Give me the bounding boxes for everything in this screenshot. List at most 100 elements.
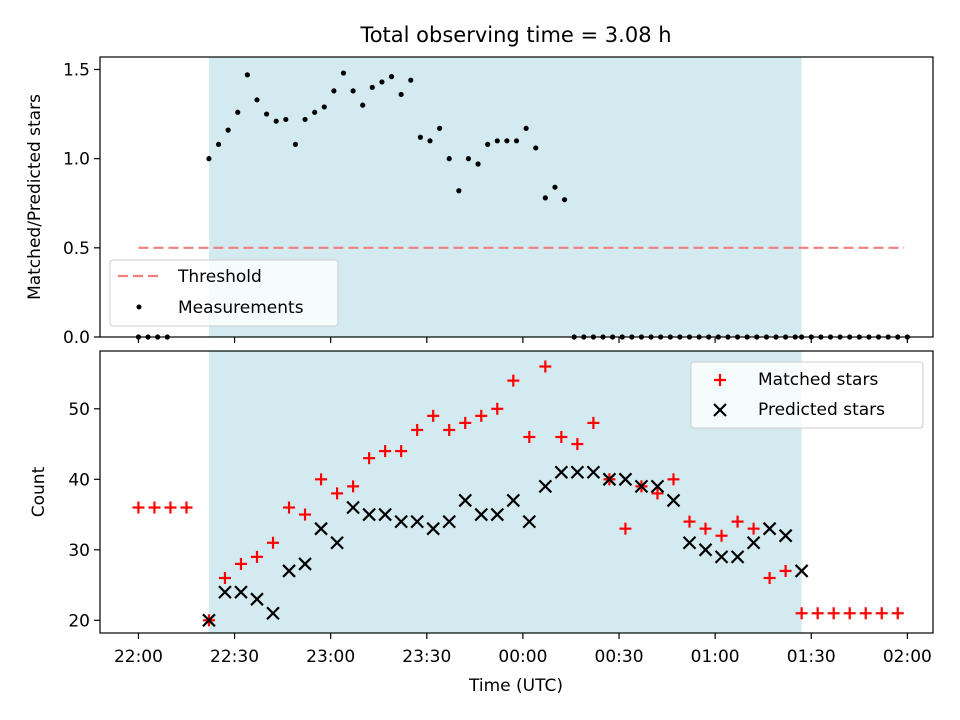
- predicted-star-point: [570, 465, 585, 480]
- matched-star-point: [218, 572, 231, 585]
- measurement-point: [494, 138, 500, 144]
- legend-measurements-label: Measurements: [178, 298, 304, 318]
- x-axis-label: Time (UTC): [468, 676, 563, 696]
- measurement-point: [225, 127, 231, 133]
- matched-star-point: [132, 501, 145, 514]
- matched-star-point: [651, 487, 664, 500]
- top-y-axis-label: Matched/Predicted stars: [25, 94, 45, 300]
- measurement-point: [485, 141, 491, 147]
- x-tick-label: 00:00: [498, 647, 547, 667]
- y-tick-label: 50: [68, 400, 90, 420]
- measurement-point: [302, 116, 308, 123]
- matched-star-point: [267, 536, 280, 549]
- matched-star-point: [747, 522, 760, 535]
- y-tick-label: 1.0: [63, 150, 90, 170]
- measurement-point: [292, 141, 299, 147]
- measurement-point: [206, 156, 212, 162]
- matched-star-point: [443, 423, 456, 436]
- measurement-point: [437, 125, 443, 131]
- measurement-point: [215, 141, 222, 147]
- legend-threshold-label: Threshold: [177, 267, 262, 287]
- matched-star-point: [555, 431, 568, 444]
- legend-measurements-swatch: [136, 304, 142, 310]
- predicted-star-point: [522, 514, 537, 529]
- legend-predicted-swatch: [713, 403, 727, 417]
- measurement-point: [273, 118, 279, 124]
- matched-star-point: [411, 423, 424, 436]
- matched-star-point: [164, 501, 177, 514]
- measurement-point: [398, 91, 404, 98]
- predicted-star-point: [442, 514, 456, 529]
- matched-star-point: [315, 473, 328, 486]
- predicted-star-point: [730, 550, 745, 564]
- x-tick-label: 23:30: [402, 647, 451, 667]
- predicted-star-point: [746, 535, 761, 550]
- predicted-star-point: [586, 465, 601, 480]
- matched-star-point: [811, 607, 824, 620]
- predicted-star-point: [634, 479, 649, 494]
- y-tick-label: 30: [68, 541, 90, 561]
- predicted-star-point: [250, 592, 264, 606]
- bottom-legend-box: [690, 361, 924, 429]
- matched-star-point: [699, 522, 712, 535]
- x-tick-label: 01:00: [691, 647, 740, 667]
- predicted-star-point: [506, 493, 521, 508]
- matched-star-point: [331, 487, 344, 500]
- x-tick-label: 01:30: [787, 647, 836, 667]
- predicted-star-point: [490, 507, 505, 522]
- predicted-star-point: [410, 514, 424, 529]
- predicted-star-point: [714, 550, 729, 564]
- measurement-point: [408, 77, 414, 83]
- measurement-point: [465, 156, 472, 162]
- measurement-point: [552, 184, 558, 190]
- x-tick-label: 23:00: [306, 647, 355, 667]
- measurement-point: [456, 188, 462, 194]
- matched-star-point: [180, 501, 193, 514]
- predicted-star-point: [362, 507, 376, 522]
- matched-star-point: [395, 445, 408, 458]
- measurement-point: [340, 70, 347, 76]
- matched-star-point: [587, 416, 600, 429]
- x-tick-label: 22:00: [114, 647, 163, 667]
- measurement-point: [513, 138, 520, 144]
- measurement-point: [561, 197, 568, 203]
- matched-star-point: [148, 501, 161, 514]
- measurement-point: [264, 111, 270, 117]
- measurement-point: [504, 138, 510, 144]
- measurement-point: [379, 79, 385, 85]
- matched-star-point: [283, 501, 296, 514]
- legend-matched-label: Matched stars: [758, 370, 878, 390]
- bottom-panel: 20 30 40 50 22:00 22:30 23:00 23:30 00:00 00:30 0…: [29, 350, 934, 696]
- measurement-point: [388, 74, 395, 80]
- measurement-point: [312, 109, 318, 115]
- predicted-star-point: [666, 493, 681, 508]
- predicted-star-point: [378, 507, 392, 522]
- matched-star-point: [523, 431, 536, 444]
- y-tick-label: 0.0: [63, 328, 90, 348]
- predicted-star-point: [458, 493, 473, 508]
- predicted-star-point: [554, 465, 569, 480]
- matched-star-point: [475, 409, 488, 422]
- predicted-star-point: [474, 507, 489, 522]
- predicted-star-point: [794, 564, 809, 578]
- matched-star-point: [459, 416, 472, 429]
- matched-star-point: [763, 572, 776, 585]
- predicted-star-point: [650, 479, 665, 494]
- measurement-point: [244, 72, 250, 78]
- predicted-star-point: [330, 535, 344, 550]
- matched-star-point: [507, 374, 520, 387]
- measurement-point: [533, 145, 539, 151]
- matched-star-point: [843, 607, 856, 620]
- predicted-star-point: [202, 613, 216, 628]
- predicted-star-point: [538, 479, 553, 494]
- measurement-point: [235, 109, 241, 115]
- matched-star-point: [539, 360, 552, 373]
- measurement-point: [331, 88, 337, 94]
- matched-star-point: [571, 438, 584, 451]
- matched-star-point: [250, 550, 263, 563]
- measurement-point: [283, 116, 289, 123]
- predicted-star-point: [426, 521, 440, 536]
- matched-star-point: [827, 607, 840, 620]
- predicted-star-point: [618, 472, 633, 487]
- matched-star-point: [491, 402, 504, 415]
